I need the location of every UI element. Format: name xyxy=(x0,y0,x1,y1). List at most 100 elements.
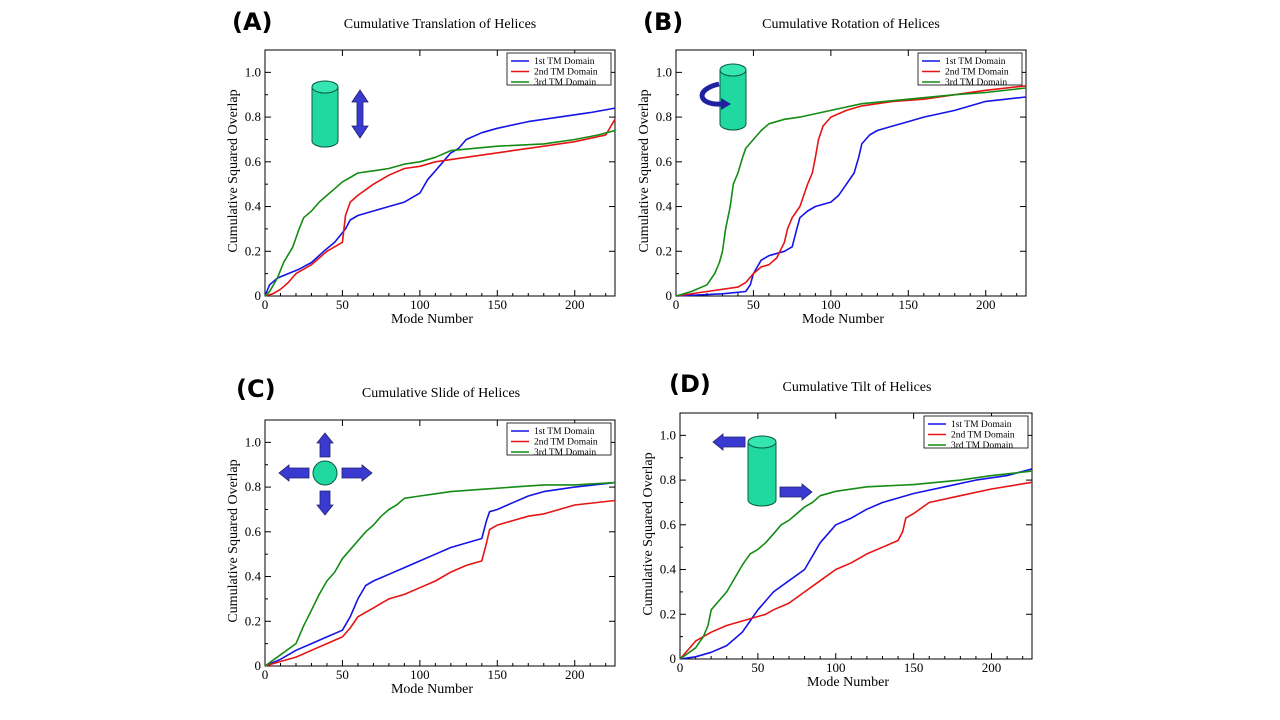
x-tick-label: 150 xyxy=(904,660,924,675)
series-line xyxy=(264,118,616,297)
x-tick-label: 100 xyxy=(410,667,430,682)
series-line xyxy=(264,107,616,297)
arrow-left-icon xyxy=(712,433,746,451)
y-tick-label: 0.8 xyxy=(660,472,676,487)
y-tick-label: 1.0 xyxy=(245,64,261,79)
series-line xyxy=(264,129,616,297)
y-tick-label: 0 xyxy=(670,651,677,666)
y-tick-label: 0.6 xyxy=(656,154,673,169)
series-line xyxy=(675,87,1027,297)
y-tick-label: 0.4 xyxy=(660,562,677,577)
x-tick-label: 150 xyxy=(488,667,508,682)
x-axis-label: Mode Number xyxy=(807,675,889,690)
chart-title: Cumulative Translation of Helices xyxy=(344,17,536,32)
slide-icon xyxy=(278,432,373,516)
cylinder-top xyxy=(311,80,339,94)
legend-label: 3rd TM Domain xyxy=(534,448,596,458)
panel-letter: (A) xyxy=(232,8,273,36)
legend-label: 1st TM Domain xyxy=(945,57,1006,67)
plot-frame xyxy=(675,49,1027,297)
legend-label: 1st TM Domain xyxy=(534,57,595,67)
legend-box xyxy=(923,415,1029,449)
legend-label: 3rd TM Domain xyxy=(951,441,1013,451)
legend-label: 2nd TM Domain xyxy=(534,438,598,448)
plot-frame xyxy=(264,419,616,667)
chart-panel-2: (C) Cumulative Slide of Helices 0 50 100 150 2… xyxy=(226,375,616,697)
arrow-left-icon xyxy=(278,464,310,482)
x-axis-label: Mode Number xyxy=(802,312,884,327)
legend-box xyxy=(917,52,1023,86)
y-axis-label: Cumulative Squared Overlap xyxy=(637,89,652,252)
y-tick-label: 0.8 xyxy=(245,109,261,124)
arrow-right-icon xyxy=(341,464,373,482)
y-tick-label: 1.0 xyxy=(656,64,672,79)
arrow-right-icon xyxy=(779,483,813,501)
chart-title: Cumulative Slide of Helices xyxy=(362,386,520,401)
plot-frame xyxy=(679,412,1033,660)
legend-label: 3rd TM Domain xyxy=(534,78,596,88)
x-tick-label: 0 xyxy=(262,667,269,682)
x-tick-label: 0 xyxy=(262,297,269,312)
x-axis-label: Mode Number xyxy=(391,312,473,327)
x-tick-label: 200 xyxy=(565,297,585,312)
series-line xyxy=(679,470,1033,660)
y-tick-label: 0 xyxy=(666,288,673,303)
y-tick-label: 0.8 xyxy=(656,109,672,124)
y-axis-label: Cumulative Squared Overlap xyxy=(226,89,241,252)
x-tick-label: 100 xyxy=(826,660,846,675)
y-axis-label: Cumulative Squared Overlap xyxy=(226,459,241,622)
y-tick-label: 0.6 xyxy=(245,154,262,169)
x-tick-label: 200 xyxy=(565,667,585,682)
panel-letter: (B) xyxy=(643,8,683,36)
x-axis-label: Mode Number xyxy=(391,682,473,697)
y-tick-label: 1.0 xyxy=(660,427,676,442)
x-tick-label: 50 xyxy=(751,660,764,675)
chart-panel-0: (A) Cumulative Translation of Helices 0 50 1… xyxy=(226,8,616,327)
arrow-up-icon xyxy=(316,432,334,458)
translation-icon xyxy=(311,80,369,148)
y-tick-label: 0 xyxy=(255,658,262,673)
y-tick-label: 0 xyxy=(255,288,262,303)
x-tick-label: 150 xyxy=(899,297,919,312)
x-tick-label: 200 xyxy=(976,297,996,312)
y-tick-label: 0.6 xyxy=(660,517,677,532)
x-tick-label: 0 xyxy=(673,297,680,312)
legend-label: 2nd TM Domain xyxy=(945,68,1009,78)
cylinder-body xyxy=(311,86,339,148)
x-tick-label: 50 xyxy=(747,297,760,312)
y-tick-label: 0.8 xyxy=(245,479,261,494)
tilt-icon xyxy=(712,433,813,507)
y-tick-label: 0.6 xyxy=(245,524,262,539)
y-tick-label: 0.4 xyxy=(245,199,262,214)
series-line xyxy=(679,468,1033,660)
y-tick-label: 0.2 xyxy=(245,243,261,258)
double-arrow-icon xyxy=(351,89,369,139)
series-line xyxy=(264,481,616,667)
rotation-arrow-icon xyxy=(699,81,724,107)
y-tick-label: 0.2 xyxy=(656,243,672,258)
x-tick-label: 200 xyxy=(982,660,1002,675)
legend-label: 1st TM Domain xyxy=(951,420,1012,430)
legend-label: 2nd TM Domain xyxy=(534,68,598,78)
plot-frame xyxy=(264,49,616,297)
legend-box xyxy=(506,52,612,86)
x-tick-label: 150 xyxy=(488,297,508,312)
series-line xyxy=(264,481,616,667)
x-tick-label: 0 xyxy=(677,660,684,675)
x-tick-label: 50 xyxy=(336,667,349,682)
rotation-icon xyxy=(699,63,747,131)
panel-letter: (D) xyxy=(669,370,711,398)
series-line xyxy=(264,499,616,667)
y-tick-label: 0.4 xyxy=(245,569,262,584)
chart-panel-1: (B) Cumulative Rotation of Helices 0 50 100 1… xyxy=(637,8,1027,327)
arrow-down-icon xyxy=(316,490,334,516)
legend-label: 2nd TM Domain xyxy=(951,431,1015,441)
y-tick-label: 0.2 xyxy=(660,606,676,621)
cylinder-body xyxy=(719,69,747,131)
helix-circle-icon xyxy=(312,460,338,486)
y-axis-label: Cumulative Squared Overlap xyxy=(641,452,656,615)
y-tick-label: 0.4 xyxy=(656,199,673,214)
legend-label: 3rd TM Domain xyxy=(945,78,1007,88)
chart-panel-3: (D) Cumulative Tilt of Helices 0 50 100 150 20… xyxy=(641,370,1033,690)
